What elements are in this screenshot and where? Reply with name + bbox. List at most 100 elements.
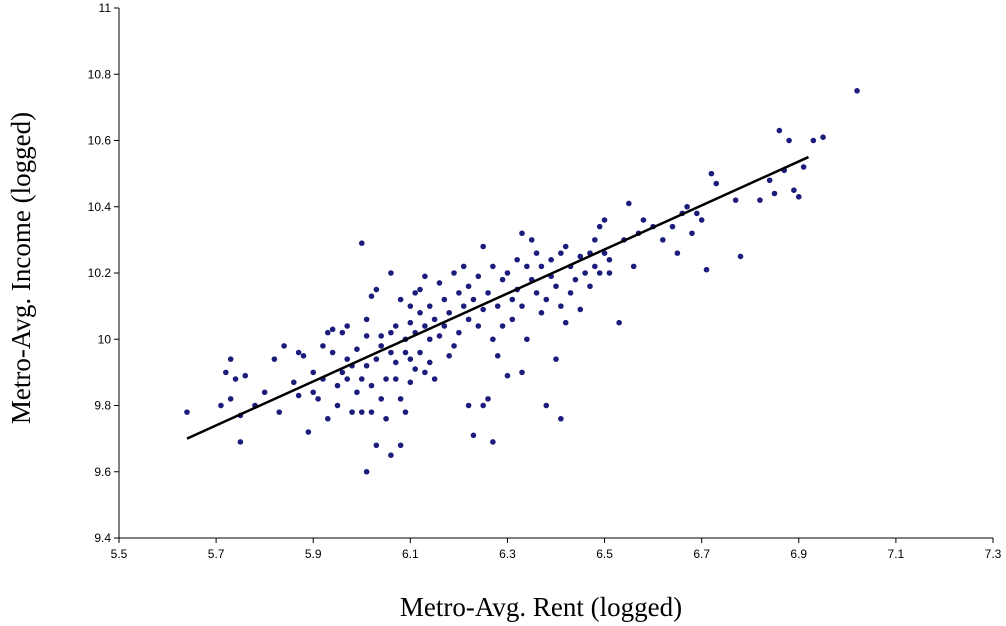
- data-point: [456, 329, 462, 336]
- data-point: [392, 323, 399, 329]
- data-point: [276, 409, 283, 415]
- data-point: [694, 210, 700, 217]
- data-point: [528, 237, 535, 243]
- data-point: [480, 243, 486, 250]
- y-tick-label: 10.2: [88, 266, 112, 280]
- data-point: [237, 439, 244, 445]
- data-point: [358, 240, 365, 246]
- data-point: [407, 303, 414, 309]
- data-point: [354, 346, 360, 352]
- data-point: [587, 283, 593, 290]
- data-point: [548, 256, 554, 263]
- data-point: [397, 296, 404, 303]
- data-point: [334, 382, 341, 389]
- y-tick-label: 9.6: [94, 465, 111, 479]
- data-point: [601, 217, 608, 223]
- data-point: [480, 306, 486, 313]
- x-tick-label: 6.9: [790, 547, 807, 561]
- data-point: [533, 290, 540, 296]
- x-tick-label: 7.3: [985, 547, 1002, 561]
- data-point: [553, 356, 559, 362]
- data-point: [626, 200, 632, 207]
- data-point: [485, 290, 491, 296]
- data-point: [538, 309, 545, 316]
- data-point: [417, 349, 423, 356]
- data-point: [363, 468, 370, 475]
- data-point: [417, 286, 423, 293]
- data-point: [499, 276, 506, 283]
- data-point: [737, 253, 744, 260]
- data-point: [422, 369, 428, 376]
- trendline: [186, 155, 810, 440]
- data-point: [494, 353, 501, 359]
- data-point: [519, 230, 525, 237]
- data-point: [558, 250, 564, 256]
- data-point: [324, 415, 331, 422]
- data-point: [441, 323, 448, 329]
- data-point: [261, 389, 268, 396]
- data-point: [422, 273, 428, 280]
- data-point: [596, 223, 603, 230]
- data-point: [402, 349, 409, 356]
- data-point: [315, 396, 321, 402]
- y-tick-label: 10: [98, 332, 112, 346]
- data-point: [509, 316, 516, 323]
- data-point: [373, 442, 380, 449]
- y-tick-label: 11: [99, 1, 112, 15]
- data-point: [402, 409, 409, 415]
- data-point: [596, 270, 603, 276]
- data-point: [854, 88, 860, 94]
- y-tick-label: 10.8: [88, 67, 112, 81]
- data-point: [373, 286, 380, 293]
- data-point: [524, 336, 530, 343]
- data-point: [281, 343, 287, 349]
- data-point: [339, 369, 346, 376]
- data-point: [358, 409, 365, 415]
- data-point: [606, 270, 613, 276]
- data-point: [378, 396, 385, 402]
- data-point: [558, 415, 564, 422]
- data-point: [363, 333, 370, 339]
- data-point: [227, 356, 234, 362]
- data-point: [771, 190, 778, 197]
- x-axis-title: Metro-Avg. Rent (logged): [400, 592, 682, 622]
- data-point: [397, 396, 404, 402]
- data-point: [431, 316, 438, 323]
- data-point: [354, 389, 360, 396]
- data-point: [490, 263, 496, 270]
- data-point: [436, 333, 443, 339]
- plot-frame: [118, 8, 993, 539]
- data-point: [776, 127, 783, 134]
- data-point: [572, 276, 579, 283]
- data-point: [786, 137, 792, 144]
- data-point: [339, 329, 346, 336]
- data-point: [698, 217, 705, 223]
- y-axis-title: Metro-Avg. Income (logged): [6, 112, 36, 424]
- data-point: [732, 197, 739, 203]
- data-point: [232, 376, 239, 382]
- data-point: [305, 429, 312, 435]
- data-point: [567, 290, 574, 296]
- data-point: [324, 329, 331, 336]
- x-tick-label: 6.3: [499, 547, 516, 561]
- data-point: [475, 323, 482, 329]
- data-point: [426, 303, 433, 309]
- data-point: [407, 379, 414, 386]
- y-tick-label: 10.6: [88, 134, 112, 148]
- data-point: [446, 353, 452, 359]
- y-axis-ticks: 9.4 9.6 9.8 10 10.2 10.4 10.6 10.8 11: [88, 1, 119, 545]
- data-point: [363, 316, 370, 323]
- data-point: [606, 256, 613, 263]
- x-tick-label: 6.1: [402, 547, 419, 561]
- data-point: [441, 296, 448, 303]
- y-tick-label: 9.8: [94, 399, 111, 413]
- data-point: [577, 253, 584, 260]
- data-point: [592, 263, 598, 270]
- data-point: [460, 303, 467, 309]
- data-point: [407, 319, 414, 326]
- data-point: [713, 180, 720, 187]
- data-point: [470, 296, 477, 303]
- data-point: [810, 137, 817, 144]
- data-point: [519, 303, 525, 309]
